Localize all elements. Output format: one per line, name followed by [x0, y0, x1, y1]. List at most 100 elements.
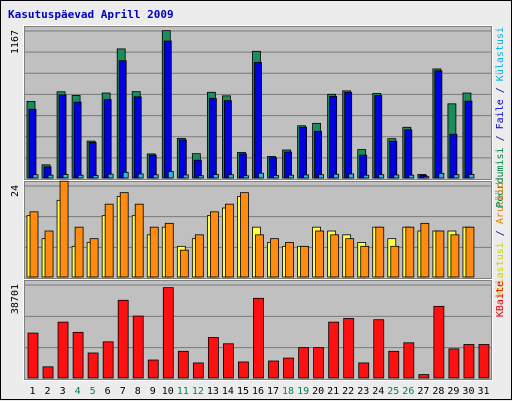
- bar-aruteid-day-25: [390, 245, 400, 278]
- bar-faile-day-20: [314, 130, 323, 179]
- bar-faile-day-9: [148, 154, 157, 179]
- bar-faile-day-2: [43, 166, 52, 179]
- bar-külastusi-day-22: [348, 173, 355, 179]
- bar-kbytes-day-25: [388, 350, 400, 379]
- bar-kbytes-day-21: [328, 321, 340, 379]
- bar-faile-day-11: [178, 139, 187, 179]
- bar-aruteid-day-17: [270, 238, 279, 278]
- bar-aruteid-day-18: [285, 242, 294, 278]
- x-axis-day-labels: 1 2 3 4 5 6 7 8 9 10 11 12 13 14 15 16 17 18 19 20 21 22 23 24 2…: [30, 386, 490, 397]
- x-tick-day-22: 22: [342, 386, 354, 397]
- bar-aruteid-day-21: [330, 234, 340, 278]
- bar-kbytes-day-29: [448, 348, 460, 379]
- bar-aruteid-day-30: [465, 226, 475, 278]
- bar-faile-day-26: [404, 129, 413, 179]
- bar-aruteid-day-4: [74, 226, 84, 278]
- bar-kbytes-day-8: [132, 315, 144, 379]
- bar-külastusi-day-11: [182, 174, 189, 179]
- bar-faile-day-13: [208, 97, 217, 179]
- x-tick-day-3: 3: [60, 386, 66, 397]
- bar-külastusi-day-29: [453, 174, 460, 179]
- bar-kbytes-day-12: [192, 362, 204, 379]
- bar-aruteid-day-10: [164, 222, 174, 278]
- bar-kbytes-day-27: [418, 374, 430, 379]
- x-tick-day-12: 12: [192, 386, 204, 397]
- bar-külastusi-day-13: [212, 174, 219, 179]
- bar-külastusi-day-27: [423, 176, 430, 179]
- bar-kbytes-day-13: [207, 337, 219, 379]
- bar-külastusi-day-21: [333, 173, 340, 179]
- chart-panels: 1167 Pöördumisi / Faile / Külastusi 24 Küla…: [10, 25, 506, 381]
- bar-aruteid-day-7: [119, 192, 129, 278]
- bar-külastusi-day-19: [303, 174, 309, 179]
- x-tick-day-30: 30: [462, 386, 474, 397]
- x-tick-day-10: 10: [162, 386, 174, 397]
- bar-külastusi-day-14: [228, 174, 234, 179]
- bar-külastusi-day-4: [77, 174, 84, 179]
- bar-kbytes-day-30: [463, 344, 475, 379]
- bar-külastusi-day-5: [92, 175, 99, 179]
- panel-visits: 24 Külastusi / Aruteid: [10, 180, 506, 296]
- chart-title: Kasutuspäevad Aprill 2009: [8, 8, 174, 21]
- bar-külastusi-day-6: [107, 173, 114, 179]
- bar-aruteid-day-1: [29, 211, 39, 278]
- bar-kbytes-day-15: [238, 361, 249, 379]
- bar-aruteid-day-9: [149, 226, 159, 278]
- bar-aruteid-day-2: [44, 230, 54, 278]
- bar-aruteid-day-13: [209, 211, 219, 278]
- bar-kbytes-day-26: [403, 342, 415, 379]
- bar-aruteid-day-12: [194, 234, 204, 278]
- bar-külastusi-day-10: [167, 171, 174, 179]
- bar-kbytes-day-24: [373, 319, 385, 379]
- legend-entry: Pöördumisi: [495, 147, 506, 207]
- bar-külastusi-day-3: [62, 174, 69, 179]
- bar-kbytes-day-17: [268, 360, 279, 379]
- bar-kbytes-day-22: [343, 318, 355, 379]
- bar-kbytes-day-28: [433, 305, 445, 379]
- bar-külastusi-day-18: [288, 174, 294, 179]
- bar-aruteid-day-22: [345, 238, 355, 278]
- x-tick-day-24: 24: [372, 386, 384, 397]
- y-max-label: 38701: [10, 284, 21, 314]
- legend-entry: Faile: [495, 99, 506, 129]
- x-tick-day-9: 9: [150, 386, 156, 397]
- x-tick-day-28: 28: [432, 386, 444, 397]
- bar-aruteid-day-11: [179, 249, 189, 278]
- bar-aruteid-day-28: [435, 230, 445, 278]
- bar-aruteid-day-5: [89, 238, 99, 278]
- bar-aruteid-day-19: [300, 245, 309, 278]
- bar-kbytes-day-6: [102, 341, 114, 379]
- legend-entry: /: [495, 129, 506, 147]
- bar-aruteid-day-27: [420, 222, 430, 278]
- bar-faile-day-28: [434, 70, 443, 179]
- x-tick-day-5: 5: [90, 386, 96, 397]
- x-tick-day-26: 26: [402, 386, 414, 397]
- bar-kbytes-day-3: [57, 321, 69, 379]
- legend-entry: Külastusi: [495, 27, 506, 81]
- bar-külastusi-day-7: [122, 171, 129, 179]
- bar-külastusi-day-24: [378, 174, 385, 179]
- y-max-label: 24: [10, 185, 21, 197]
- panel-traffic: 1167 Pöördumisi / Faile / Külastusi: [10, 25, 506, 208]
- bar-faile-day-22: [344, 91, 353, 179]
- x-tick-day-8: 8: [135, 386, 141, 397]
- bar-aruteid-day-6: [104, 203, 114, 278]
- bar-külastusi-day-20: [318, 174, 325, 179]
- bar-aruteid-day-24: [375, 226, 385, 278]
- bar-kbytes-day-31: [478, 344, 490, 379]
- bar-faile-day-30: [464, 100, 473, 179]
- bar-kbytes-day-4: [72, 331, 84, 379]
- x-tick-day-19: 19: [297, 386, 309, 397]
- bar-külastusi-day-8: [137, 173, 144, 179]
- x-tick-day-14: 14: [222, 386, 234, 397]
- legend-entry: /: [495, 81, 506, 99]
- bar-aruteid-day-20: [315, 230, 325, 278]
- bar-faile-day-7: [118, 60, 127, 179]
- bar-kbytes-day-9: [147, 359, 159, 379]
- x-tick-day-31: 31: [477, 386, 489, 397]
- bar-külastusi-day-9: [152, 174, 159, 179]
- panel-legend: KBaite: [495, 281, 506, 317]
- bar-faile-day-4: [73, 101, 82, 179]
